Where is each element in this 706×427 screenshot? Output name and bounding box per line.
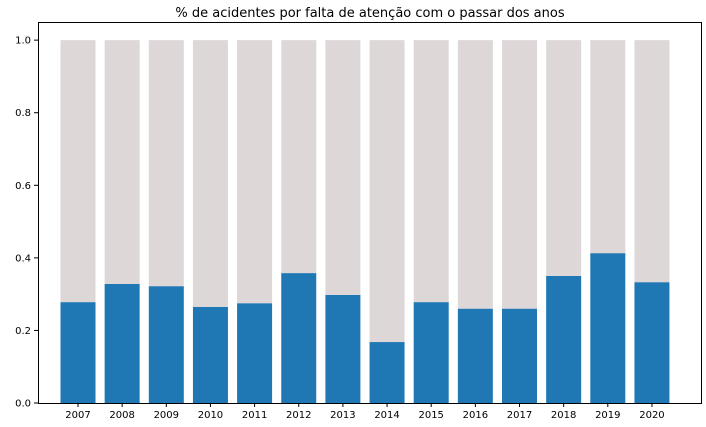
bar-2007-series-2 [60, 40, 96, 303]
bar-2015-series-2 [413, 40, 449, 303]
x-tick-label: 2011 [242, 410, 267, 421]
x-axis: 2007 2008 2009 2010 2011 2012 2013 2014 2015 2016… [65, 403, 665, 421]
x-tick-label: 2020 [639, 410, 664, 421]
bar-2012-series-1 [281, 273, 317, 403]
y-tick-label: 1.0 [15, 36, 31, 47]
bar-2010-series-2 [192, 40, 228, 307]
bar-2017-series-2 [502, 40, 537, 309]
bar-2019-series-2 [590, 40, 626, 254]
y-tick-label: 0.4 [15, 253, 31, 264]
bar-2016-series-2 [457, 40, 493, 309]
bar-2018-series-2 [546, 40, 582, 276]
bar-2008-series-2 [104, 40, 140, 284]
y-tick-label: 0.2 [15, 326, 31, 337]
x-tick-label: 2010 [198, 410, 223, 421]
bar-2013-series-1 [325, 294, 361, 403]
bar-2020-series-2 [634, 40, 670, 283]
bars-group [60, 40, 670, 403]
y-tick-label: 0.8 [15, 108, 31, 119]
y-axis: 0.0 0.2 0.4 0.6 0.8 1.0 [15, 36, 38, 410]
plot-frame [38, 22, 702, 404]
bar-2014-series-1 [369, 342, 405, 403]
x-tick-label: 2019 [595, 410, 620, 421]
bar-2018-series-1 [546, 276, 582, 403]
bar-2009-series-2 [148, 40, 184, 287]
bar-2017-series-1 [502, 308, 537, 403]
x-tick-label: 2009 [154, 410, 179, 421]
bar-2020-series-1 [634, 282, 670, 403]
bar-2014-series-2 [369, 40, 405, 343]
x-tick-label: 2015 [418, 410, 443, 421]
x-tick-label: 2008 [109, 410, 134, 421]
x-tick-label: 2012 [286, 410, 311, 421]
bar-2011-series-1 [237, 303, 273, 403]
bar-2013-series-2 [325, 40, 361, 295]
bar-2016-series-1 [457, 308, 493, 403]
x-tick-label: 2017 [507, 410, 532, 421]
y-tick-label: 0.6 [15, 181, 31, 192]
bar-2012-series-2 [281, 40, 317, 274]
bar-2007-series-1 [60, 302, 96, 403]
x-tick-label: 2014 [374, 410, 399, 421]
y-tick-label: 0.0 [15, 399, 31, 410]
x-tick-label: 2018 [551, 410, 576, 421]
bar-2019-series-1 [590, 253, 626, 403]
bar-2009-series-1 [148, 286, 184, 403]
chart-title: % de acidentes por falta de atenção com … [175, 6, 564, 21]
x-tick-label: 2013 [330, 410, 355, 421]
bar-2011-series-2 [237, 40, 273, 304]
bar-2010-series-1 [192, 306, 228, 403]
x-tick-label: 2007 [65, 410, 90, 421]
x-tick-label: 2016 [463, 410, 488, 421]
bar-2008-series-1 [104, 283, 140, 403]
bar-2015-series-1 [413, 302, 449, 403]
